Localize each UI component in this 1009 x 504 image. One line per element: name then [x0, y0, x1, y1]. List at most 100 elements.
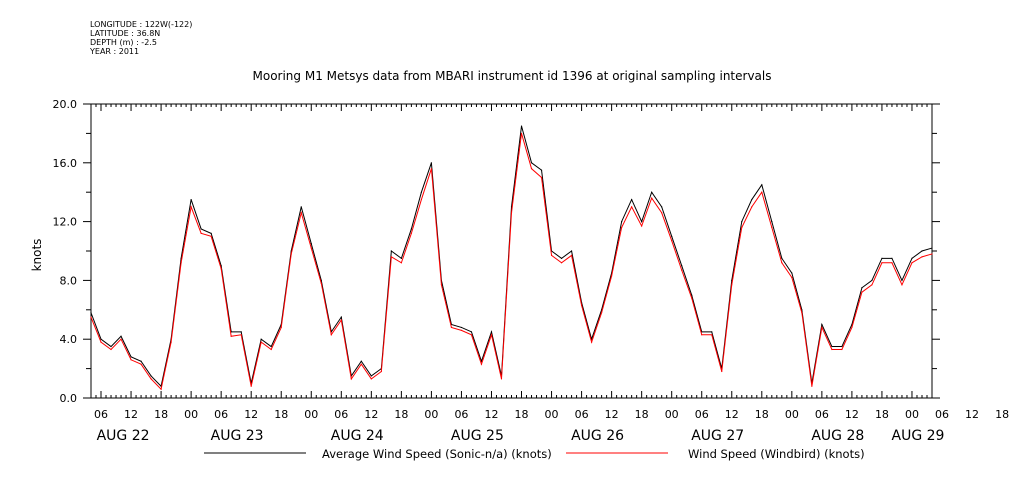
data-point-windbird: [661, 212, 663, 214]
data-point-windbird: [140, 363, 142, 365]
data-point-windbird: [500, 378, 503, 380]
latitude-label: LATITUDE : 36.8N: [90, 29, 161, 38]
data-point-avg: [200, 228, 202, 230]
x-tick-label: 06: [935, 408, 949, 421]
data-point-windbird: [320, 282, 322, 284]
data-point-windbird: [731, 284, 733, 286]
data-point-avg: [711, 331, 713, 333]
y-axis-label: knots: [30, 239, 44, 272]
day-label: AUG 27: [691, 428, 744, 444]
data-point-windbird: [871, 284, 873, 286]
data-point-avg: [310, 243, 312, 245]
data-point-avg: [560, 257, 563, 259]
data-point-avg: [831, 345, 833, 348]
x-tick-label: 00: [304, 408, 318, 421]
data-point-windbird: [781, 262, 783, 264]
data-point-avg: [430, 162, 433, 164]
data-point-avg: [881, 257, 883, 259]
day-label: AUG 29: [892, 428, 945, 444]
data-point-avg: [691, 294, 693, 296]
data-point-windbird: [360, 363, 362, 365]
data-point-windbird: [100, 341, 102, 343]
x-tick-label: 12: [244, 408, 258, 421]
series-line-windbird: [90, 133, 933, 391]
data-point-windbird: [761, 191, 763, 193]
data-point-windbird: [200, 232, 202, 234]
data-point-windbird: [701, 334, 703, 336]
y-tick-label: 8.0: [60, 274, 78, 287]
data-point-windbird: [410, 232, 412, 234]
data-point-windbird: [310, 247, 312, 249]
data-point-avg: [741, 221, 743, 223]
data-point-windbird: [841, 348, 843, 351]
data-point-windbird: [160, 388, 162, 390]
data-point-avg: [490, 331, 493, 333]
day-label: AUG 28: [811, 428, 864, 444]
y-tick-label: 16.0: [53, 157, 78, 170]
x-tick-label: 06: [94, 408, 108, 421]
data-point-avg: [841, 345, 843, 348]
data-point-windbird: [440, 284, 443, 286]
data-point-avg: [771, 221, 773, 223]
data-point-avg: [751, 198, 753, 201]
x-tick-label: 06: [575, 408, 589, 421]
data-point-windbird: [601, 312, 603, 314]
data-point-windbird: [741, 226, 743, 229]
y-tick-label: 0.0: [60, 392, 78, 405]
data-point-windbird: [671, 240, 673, 242]
data-point-avg: [140, 360, 142, 362]
data-point-avg: [100, 338, 102, 340]
data-point-windbird: [681, 269, 683, 271]
data-point-windbird: [711, 334, 713, 336]
data-point-windbird: [540, 176, 543, 179]
data-point-avg: [90, 312, 92, 314]
data-point-windbird: [430, 168, 433, 170]
data-point-windbird: [260, 341, 262, 343]
x-tick-label: 12: [364, 408, 378, 421]
data-point-windbird: [520, 132, 523, 134]
x-tick-label: 00: [785, 408, 799, 421]
data-point-windbird: [801, 312, 803, 314]
x-tick-label: 18: [274, 408, 288, 421]
x-tick-label: 06: [334, 408, 348, 421]
data-point-avg: [821, 323, 823, 326]
data-point-avg: [260, 338, 262, 340]
data-point-windbird: [170, 341, 172, 343]
year-label: YEAR : 2011: [90, 47, 140, 56]
data-point-windbird: [590, 341, 593, 343]
data-point-windbird: [380, 370, 382, 373]
x-tick-label: 18: [515, 408, 529, 421]
data-point-windbird: [150, 378, 152, 380]
data-point-windbird: [811, 385, 813, 387]
data-point-avg: [240, 331, 242, 333]
data-point-windbird: [300, 212, 302, 214]
data-point-windbird: [480, 363, 483, 365]
data-point-avg: [621, 221, 623, 223]
metadata-block: LONGITUDE : 122W(-122) LATITUDE : 36.8N …: [90, 20, 192, 56]
data-point-avg: [360, 360, 362, 362]
data-point-windbird: [550, 254, 553, 257]
data-point-avg: [480, 360, 483, 362]
data-point-windbird: [580, 304, 583, 306]
data-point-windbird: [510, 212, 513, 214]
data-point-windbird: [530, 168, 533, 170]
data-point-windbird: [110, 348, 112, 351]
data-point-windbird: [180, 262, 182, 264]
depth-label: DEPTH (m) : -2.5: [90, 38, 157, 47]
day-label: AUG 22: [97, 428, 150, 444]
data-point-avg: [891, 257, 893, 259]
data-point-avg: [300, 206, 302, 208]
data-point-avg: [270, 345, 272, 348]
y-tick-label: 12.0: [53, 216, 78, 229]
x-tick-label: 00: [424, 408, 438, 421]
x-tick-label: 00: [184, 408, 198, 421]
plot-area: 0.0 4.0 8.0 12.0 16.0 20.0 06 12 18 00 06 12 18 00 06 1…: [53, 98, 1009, 444]
x-tick-label: 12: [484, 408, 498, 421]
data-point-avg: [901, 279, 903, 281]
data-point-avg: [420, 191, 422, 193]
x-tick-label: 12: [725, 408, 739, 421]
data-point-avg: [761, 184, 763, 186]
data-point-windbird: [220, 268, 222, 270]
data-point-windbird: [921, 256, 923, 258]
data-point-avg: [370, 375, 372, 377]
